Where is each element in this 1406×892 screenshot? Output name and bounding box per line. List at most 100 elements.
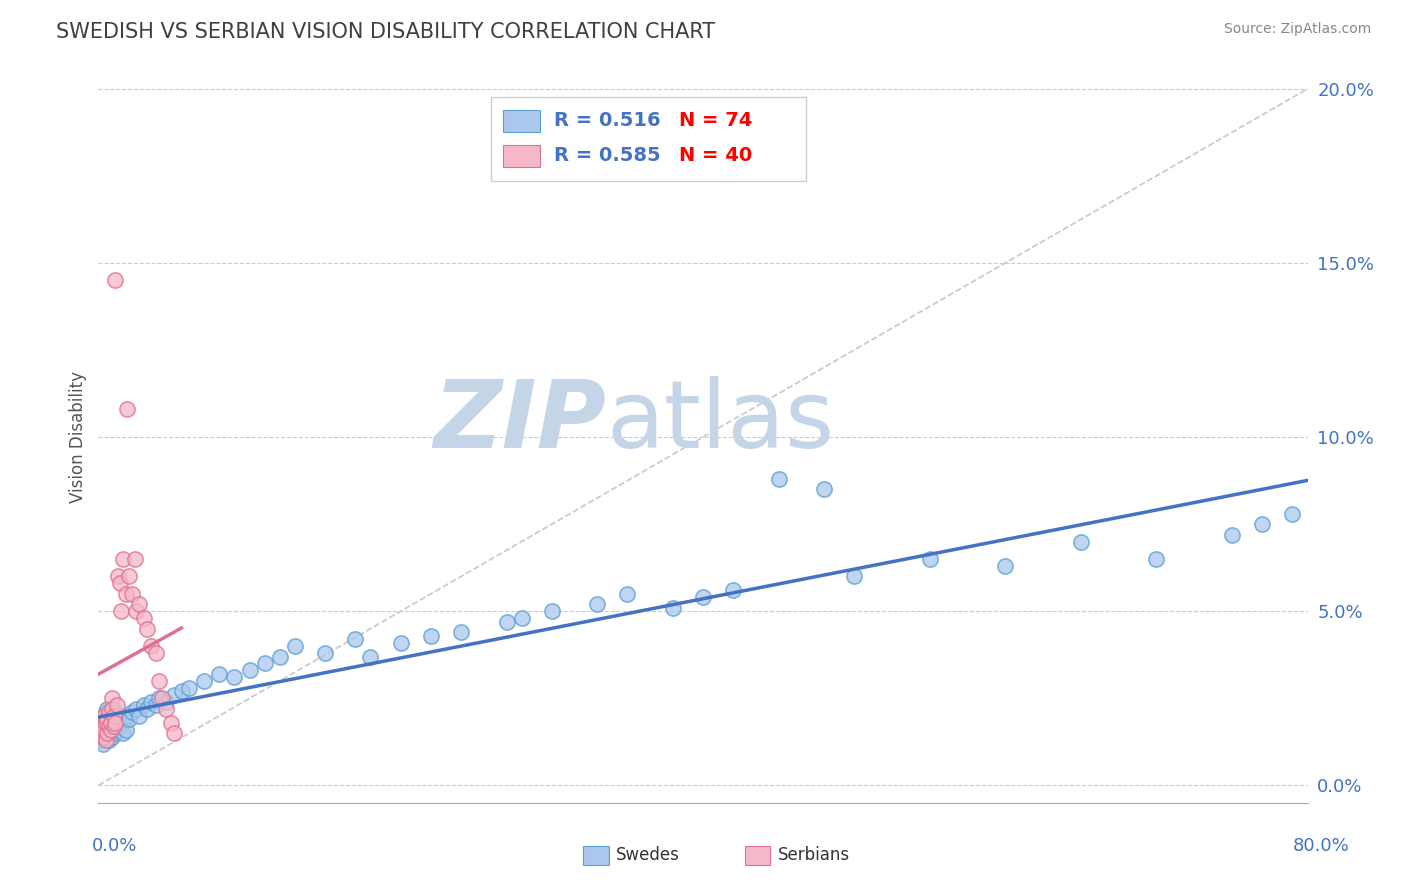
- Point: [145, 646, 167, 660]
- Point: [93, 715, 115, 730]
- Point: [450, 625, 472, 640]
- Text: Swedes: Swedes: [616, 847, 679, 864]
- Point: [100, 723, 122, 737]
- Text: R = 0.516: R = 0.516: [554, 111, 661, 130]
- Point: [155, 702, 177, 716]
- Point: [1144, 552, 1167, 566]
- Point: [495, 615, 517, 629]
- Point: [91, 715, 114, 730]
- Text: Serbians: Serbians: [778, 847, 849, 864]
- Text: R = 0.585: R = 0.585: [554, 146, 661, 165]
- Point: [125, 604, 148, 618]
- Point: [163, 726, 186, 740]
- Point: [150, 691, 173, 706]
- Point: [96, 702, 118, 716]
- Point: [135, 702, 157, 716]
- Point: [101, 730, 124, 744]
- Point: [96, 726, 118, 740]
- Point: [98, 705, 121, 719]
- Text: Source: ZipAtlas.com: Source: ZipAtlas.com: [1223, 22, 1371, 37]
- Point: [208, 667, 231, 681]
- Point: [193, 673, 215, 688]
- Point: [91, 726, 114, 740]
- Point: [107, 708, 129, 723]
- Point: [586, 597, 609, 611]
- Point: [111, 726, 134, 740]
- Point: [540, 604, 562, 618]
- Point: [108, 576, 131, 591]
- Point: [107, 569, 129, 583]
- Point: [100, 723, 122, 737]
- Point: [111, 552, 134, 566]
- Point: [118, 712, 141, 726]
- Point: [98, 719, 121, 733]
- Point: [93, 723, 115, 737]
- Point: [344, 632, 367, 646]
- FancyBboxPatch shape: [503, 110, 540, 132]
- Point: [94, 705, 117, 719]
- Point: [96, 726, 118, 740]
- Point: [114, 587, 136, 601]
- Point: [105, 723, 128, 737]
- Point: [105, 698, 128, 713]
- Point: [124, 552, 146, 566]
- Point: [148, 691, 170, 706]
- Point: [98, 733, 121, 747]
- Point: [510, 611, 533, 625]
- Point: [110, 715, 132, 730]
- Point: [132, 698, 155, 713]
- Point: [284, 639, 307, 653]
- Point: [115, 402, 138, 417]
- Point: [103, 719, 125, 733]
- Point: [114, 723, 136, 737]
- Point: [128, 708, 150, 723]
- Point: [100, 715, 122, 730]
- Point: [96, 712, 118, 726]
- Point: [1281, 507, 1303, 521]
- Point: [93, 708, 115, 723]
- Point: [93, 730, 115, 744]
- Point: [105, 715, 128, 730]
- FancyBboxPatch shape: [492, 97, 806, 181]
- Point: [723, 583, 745, 598]
- Point: [90, 726, 112, 740]
- Point: [163, 688, 186, 702]
- Point: [420, 629, 443, 643]
- Point: [125, 702, 148, 716]
- Text: N = 74: N = 74: [679, 111, 752, 130]
- Point: [121, 705, 143, 719]
- Text: ZIP: ZIP: [433, 376, 606, 468]
- Point: [103, 719, 125, 733]
- Point: [844, 569, 866, 583]
- Point: [1070, 534, 1092, 549]
- Point: [110, 604, 132, 618]
- Point: [94, 712, 117, 726]
- Point: [108, 719, 131, 733]
- FancyBboxPatch shape: [503, 145, 540, 167]
- Point: [170, 684, 193, 698]
- Point: [661, 600, 683, 615]
- Text: 80.0%: 80.0%: [1294, 837, 1350, 855]
- Point: [118, 569, 141, 583]
- Point: [100, 715, 122, 730]
- Point: [94, 723, 117, 737]
- Text: 0.0%: 0.0%: [91, 837, 136, 855]
- Point: [616, 587, 638, 601]
- Point: [141, 695, 163, 709]
- Point: [98, 719, 121, 733]
- Point: [101, 702, 124, 716]
- Point: [253, 657, 276, 671]
- Point: [768, 472, 790, 486]
- Point: [121, 587, 143, 601]
- Point: [148, 673, 170, 688]
- Point: [94, 715, 117, 730]
- Point: [103, 712, 125, 726]
- Point: [692, 591, 714, 605]
- Point: [115, 708, 138, 723]
- Point: [141, 639, 163, 653]
- Point: [104, 705, 127, 719]
- Point: [103, 708, 125, 723]
- Point: [128, 597, 150, 611]
- Point: [101, 691, 124, 706]
- Point: [1220, 527, 1243, 541]
